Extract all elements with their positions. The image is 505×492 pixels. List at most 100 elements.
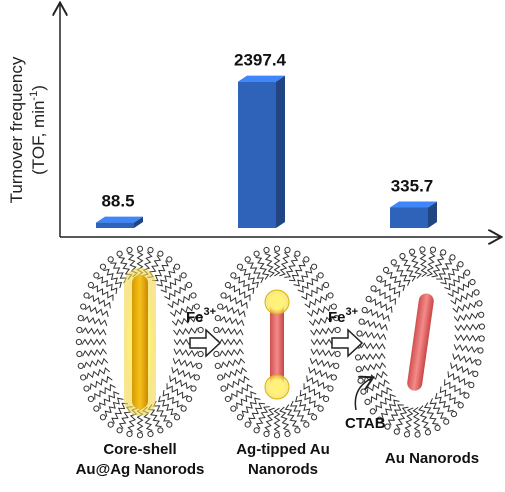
surfactant-head — [464, 269, 471, 276]
surfactant-head — [185, 395, 193, 403]
surfactant-head — [424, 429, 432, 436]
surfactant-head — [214, 362, 221, 370]
surfactant-head — [99, 414, 107, 421]
surfactant-head — [224, 395, 232, 403]
surfactant-chain — [241, 397, 261, 417]
surfactant-head — [193, 374, 200, 381]
surfactant-chain — [160, 275, 181, 293]
surfactant-head — [213, 326, 220, 334]
surfactant-head — [365, 295, 372, 303]
data-label: 88.5 — [101, 192, 134, 211]
surfactant-head — [473, 289, 480, 296]
surfactant-chain — [404, 407, 414, 433]
surfactant-chain — [248, 402, 265, 424]
surfactant-chain — [81, 338, 107, 346]
surfactant-head — [414, 431, 421, 438]
surfactant-head — [107, 256, 114, 263]
surfactant-chain — [162, 390, 183, 408]
y-axis-title-sup: -1 — [28, 91, 40, 101]
surfactant-chain — [303, 383, 326, 399]
surfactant-head — [80, 374, 87, 381]
bar-side — [134, 216, 143, 228]
rod-label: Ag-tipped Au — [236, 441, 330, 458]
surfactant-head — [166, 256, 173, 263]
surfactant-chain — [223, 367, 248, 380]
surfactant-chain — [83, 357, 109, 368]
surfactant-chain — [450, 291, 474, 305]
surfactant-head — [217, 303, 224, 310]
ag-tip — [264, 374, 290, 400]
surfactant-chain — [94, 383, 116, 400]
surfactant-chain — [436, 258, 453, 280]
surfactant-head — [93, 272, 100, 279]
surfactant-chain — [426, 251, 436, 277]
surfactant-chain — [284, 404, 299, 428]
reagent-base: Fe — [328, 309, 346, 326]
surfactant-chain — [418, 405, 430, 430]
surfactant-chain — [273, 407, 281, 433]
surfactant-head — [478, 311, 485, 318]
surfactant-chain — [295, 395, 314, 416]
surfactant-head — [310, 263, 318, 270]
surfactant-chain — [444, 379, 466, 396]
surfactant-head — [358, 318, 365, 325]
surfactant-chain — [306, 375, 329, 390]
surfactant-chain — [255, 406, 270, 429]
surfactant-head — [317, 405, 324, 412]
surfactant-head — [303, 421, 310, 428]
surfactant-head — [370, 285, 377, 292]
surfactant-chain — [393, 265, 411, 286]
surfactant-head — [333, 362, 340, 370]
surfactant-head — [390, 259, 397, 266]
reagent-sup: 3+ — [346, 306, 359, 318]
surfactant-head — [477, 347, 484, 354]
bar-front — [96, 222, 134, 228]
surfactant-chain — [169, 375, 192, 390]
surfactant-chain — [234, 276, 255, 294]
bar-top — [96, 216, 143, 223]
surfactant-chain — [218, 327, 244, 336]
surfactant-head — [107, 421, 114, 428]
surfactant-head — [284, 246, 291, 254]
surfactant-chain — [454, 334, 480, 342]
surfactant-chain — [309, 358, 335, 369]
surfactant-chain — [452, 301, 477, 314]
surfactant-head — [294, 427, 301, 434]
surfactant-head — [193, 303, 200, 310]
surfactant-chain — [429, 398, 447, 419]
surfactant-chain — [453, 344, 479, 354]
surfactant-chain — [289, 260, 306, 282]
surfactant-head — [180, 272, 187, 279]
surfactant-head — [136, 432, 144, 439]
surfactant-chain — [226, 375, 250, 390]
surfactant-chain — [401, 259, 417, 282]
surfactant-head — [263, 430, 270, 438]
core-rod — [407, 293, 434, 391]
surfactant-chain — [156, 267, 176, 287]
surfactant-chain — [450, 362, 474, 376]
surfactant-chain — [289, 400, 307, 422]
bar — [390, 201, 437, 228]
surfactant-chain — [103, 268, 122, 289]
surfactant-chain — [310, 338, 336, 346]
surfactant-head — [93, 405, 100, 412]
surfactant-head — [429, 246, 437, 253]
surfactant-chain — [279, 252, 290, 277]
surfactant-head — [157, 250, 164, 257]
surfactant-head — [116, 250, 123, 257]
surfactant-head — [334, 326, 341, 334]
surfactant-chain — [284, 255, 299, 278]
surfactant-chain — [306, 304, 331, 317]
surfactant-shell — [212, 245, 342, 439]
surfactant-chain — [395, 406, 409, 431]
surfactant-head — [99, 263, 107, 270]
surfactant-head — [173, 263, 181, 270]
surfactant-chain — [97, 276, 118, 294]
surfactant-chain — [273, 251, 281, 277]
surfactant-head — [166, 421, 173, 428]
surfactant-head — [361, 306, 368, 314]
surfactant-chain — [453, 312, 479, 323]
surfactant-head — [376, 416, 383, 423]
surfactant-chain — [104, 397, 124, 417]
surfactant-head — [440, 249, 447, 256]
